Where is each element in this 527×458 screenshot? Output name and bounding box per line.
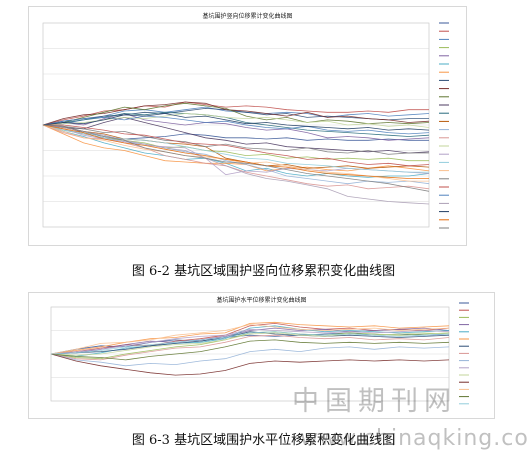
fig2-series-line-6 xyxy=(50,321,450,355)
fig2-plot xyxy=(50,302,469,405)
fig1-series-line-24 xyxy=(42,113,430,131)
fig1-series-line-11 xyxy=(42,116,430,154)
fig2-series-line-4 xyxy=(50,327,450,355)
fig1-chart: 基坑围护竖向位移累计变化曲线图 xyxy=(28,6,467,246)
fig1-series-line-20 xyxy=(42,124,429,155)
fig1-series-line-23 xyxy=(42,124,430,205)
fig2-caption: 图 6-3 基坑区域围护水平位移累积变化曲线图 xyxy=(131,433,396,448)
fig1-series-line-13 xyxy=(42,124,430,169)
fig1-plot xyxy=(42,22,449,229)
fig1-caption: 图 6-2 基坑区域围护竖向位移累积变化曲线图 xyxy=(131,264,396,279)
fig2-chart: 基坑围护水平位移累计变化曲线图 xyxy=(28,292,495,419)
watermark-url: www.chinaqking.com xyxy=(300,426,527,451)
fig1-series-line-10 xyxy=(42,102,430,126)
fig1-series-line-26 xyxy=(42,124,430,192)
fig1-series-line-9 xyxy=(42,101,430,126)
fig2-series-line-14 xyxy=(50,339,450,361)
fig2-series-line-12 xyxy=(50,353,450,376)
fig2-chart-title: 基坑围护水平位移累计变化曲线图 xyxy=(216,297,307,304)
fig1-chart-title: 基坑围护竖向位移累计变化曲线图 xyxy=(202,13,293,20)
fig1-series-line-6 xyxy=(42,124,430,178)
fig1-series-line-21 xyxy=(43,124,430,167)
fig1-series-line-12 xyxy=(42,111,430,137)
fig1-series-line-25 xyxy=(42,124,429,179)
watermark-site-name: 中国期刊网 xyxy=(292,386,457,417)
fig1-series-line-2 xyxy=(42,101,429,126)
fig1-series-line-7 xyxy=(42,124,430,172)
fig2-series-line-13 xyxy=(50,324,450,355)
fig1-series-line-22 xyxy=(42,115,430,135)
fig2-series-line-7 xyxy=(50,331,450,355)
fig1-series-line-3 xyxy=(42,106,430,126)
fig2-series-line-8 xyxy=(50,334,450,361)
fig2-series-line-9 xyxy=(50,346,450,367)
fig2-series-line-11 xyxy=(50,332,450,356)
fig2-series-line-15 xyxy=(50,331,450,355)
fig1-series-line-16 xyxy=(42,113,430,128)
fig2-series-line-10 xyxy=(50,328,450,355)
